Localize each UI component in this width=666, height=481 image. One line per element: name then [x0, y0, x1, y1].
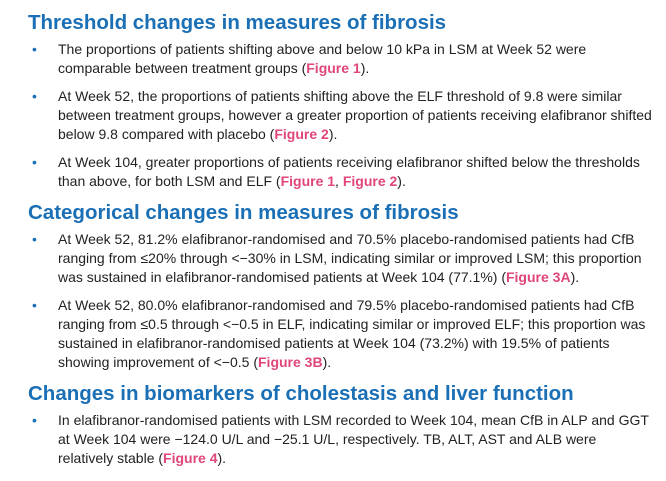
list-item: • At Week 52, 80.0% elafibranor-randomis… — [30, 296, 654, 372]
bullet-list-categorical: • At Week 52, 81.2% elafibranor-randomis… — [30, 230, 654, 372]
bullet-text: At Week 52, the proportions of patients … — [58, 88, 652, 142]
figure-reference-link[interactable]: Figure 4 — [163, 450, 218, 466]
bullet-text-end: ). — [570, 269, 580, 285]
bullet-text-end: ). — [328, 126, 338, 142]
bullet-text: At Week 52, 81.2% elafibranor-randomised… — [58, 231, 642, 285]
reference-separator: , — [335, 173, 343, 189]
bullet-text: At Week 104, greater proportions of pati… — [58, 154, 640, 189]
list-item: • In elafibranor-randomised patients wit… — [30, 411, 654, 468]
bullet-text-end: ). — [360, 60, 370, 76]
list-item: • At Week 104, greater proportions of pa… — [30, 153, 654, 191]
bullet-text-end: ). — [322, 354, 332, 370]
bullet-icon: • — [32, 412, 37, 428]
figure-reference-link[interactable]: Figure 2 — [342, 173, 398, 189]
list-item: • At Week 52, the proportions of patient… — [30, 87, 654, 144]
figure-reference-link[interactable]: Figure 3A — [505, 269, 571, 285]
list-item: • The proportions of patients shifting a… — [30, 40, 654, 78]
figure-reference-link[interactable]: Figure 2 — [274, 126, 329, 142]
section-title-threshold: Threshold changes in measures of fibrosi… — [28, 11, 447, 34]
bullet-list-threshold: • The proportions of patients shifting a… — [30, 40, 654, 191]
section-title-biomarkers: Changes in biomarkers of cholestasis and… — [28, 382, 574, 405]
bullet-icon: • — [32, 231, 37, 247]
bullet-list-biomarkers: • In elafibranor-randomised patients wit… — [30, 411, 654, 468]
list-item: • At Week 52, 81.2% elafibranor-randomis… — [30, 230, 654, 287]
bullet-icon: • — [32, 154, 37, 170]
bullet-text: The proportions of patients shifting abo… — [58, 41, 587, 76]
bullet-text-end: ). — [397, 173, 406, 189]
figure-reference-link[interactable]: Figure 1 — [306, 60, 361, 76]
bullet-text-end: ). — [217, 450, 227, 466]
section-title-categorical: Categorical changes in measures of fibro… — [28, 201, 459, 224]
figure-reference-link[interactable]: Figure 1 — [280, 173, 336, 189]
bullet-text: At Week 52, 80.0% elafibranor-randomised… — [58, 297, 646, 370]
bullet-icon: • — [32, 88, 37, 104]
bullet-icon: • — [32, 297, 37, 313]
figure-reference-link[interactable]: Figure 3B — [258, 354, 323, 370]
bullet-icon: • — [32, 41, 37, 57]
bullet-text: In elafibranor-randomised patients with … — [58, 412, 649, 466]
